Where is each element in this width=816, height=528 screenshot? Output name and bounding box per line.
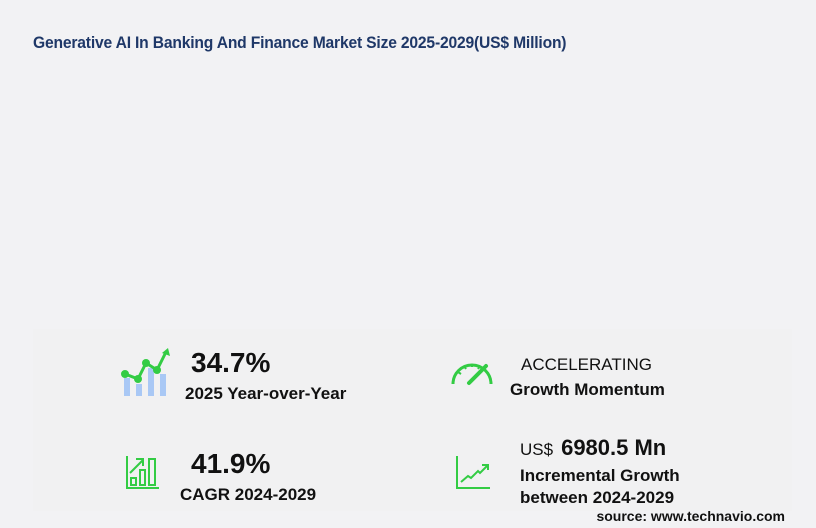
incremental-label-line1: Incremental Growth [520, 466, 680, 485]
currency-prefix: US$ [520, 440, 554, 459]
growth-chart-icon [121, 348, 170, 396]
incremental-label-line2: between 2024-2029 [520, 488, 675, 507]
yoy-label: 2025 Year-over-Year [185, 384, 347, 403]
source-credit: source: www.technavio.com [596, 508, 785, 524]
speedometer-icon [451, 363, 493, 385]
momentum-label: Growth Momentum [510, 380, 665, 399]
incremental-value: 6980.5 Mn [561, 435, 667, 460]
cagr-value: 41.9% [191, 448, 271, 479]
momentum-value: ACCELERATING [521, 355, 652, 374]
cagr-label: CAGR 2024-2029 [180, 485, 317, 504]
trend-line-icon [456, 456, 490, 489]
page-title: Generative AI In Banking And Finance Mar… [33, 33, 567, 52]
yoy-value: 34.7% [191, 347, 271, 378]
bar-chart-arrow-icon [126, 456, 159, 489]
stats-panel [33, 329, 792, 511]
incremental-value-row: US$ 6980.5 Mn [520, 435, 666, 461]
